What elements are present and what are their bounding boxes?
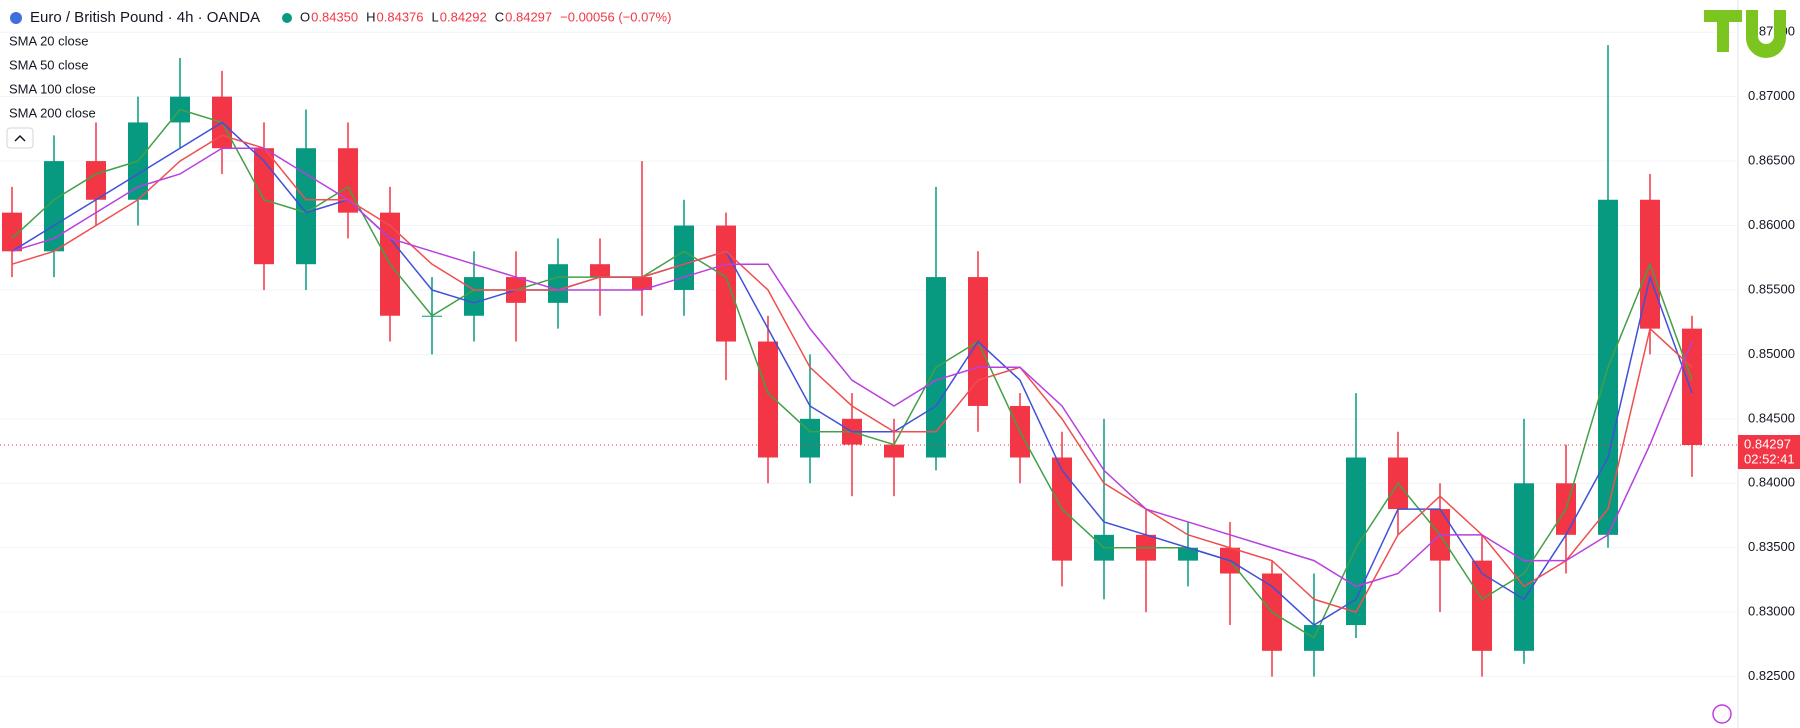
candle-body xyxy=(1472,560,1492,651)
candle-body xyxy=(338,148,358,213)
quote-label: L xyxy=(432,9,439,24)
candle-body xyxy=(758,341,778,458)
symbol-icon xyxy=(10,12,22,24)
quote-value: 0.84350 xyxy=(311,9,358,24)
candle-body xyxy=(590,264,610,278)
collapse-button[interactable] xyxy=(6,127,34,149)
legend-entry: SMA 20 close xyxy=(9,33,89,48)
indicator-legend: SMA 20 close SMA 50 close SMA 100 close SMA… xyxy=(9,33,96,120)
price-badge xyxy=(1738,435,1800,470)
candle-body xyxy=(632,277,652,290)
countdown: 02:52:41 xyxy=(1744,451,1795,466)
symbol-title[interactable]: Euro / British Pound · 4h · OANDA xyxy=(30,9,260,26)
candle-body xyxy=(884,444,904,458)
y-tick-label: 0.82500 xyxy=(1748,668,1795,683)
sma-line xyxy=(11,134,1693,614)
quote-label: O xyxy=(300,9,310,24)
price-axis: 0.82500 0.83000 0.83500 0.84000 0.84500 0.850… xyxy=(1738,24,1800,683)
quote-change: −0.00056 (−0.07%) xyxy=(560,9,671,24)
y-tick-label: 0.84000 xyxy=(1748,475,1795,490)
sma-line xyxy=(11,121,1693,626)
price-badge-label: 0.84297 xyxy=(1744,436,1791,451)
quote-label: H xyxy=(366,9,375,24)
candle-body xyxy=(254,148,274,265)
plot xyxy=(0,45,1738,677)
candle-body xyxy=(464,277,484,316)
y-tick-label: 0.86500 xyxy=(1748,153,1795,168)
legend-entry: SMA 100 close xyxy=(9,81,96,96)
y-tick-label: 0.86000 xyxy=(1748,217,1795,232)
logo-u xyxy=(1746,10,1786,58)
quote-value: 0.84292 xyxy=(440,9,487,24)
y-tick-label: 0.83500 xyxy=(1748,539,1795,554)
y-tick-label: 0.87000 xyxy=(1748,88,1795,103)
candle-body xyxy=(1682,328,1702,446)
legend-entry: SMA 50 close xyxy=(9,57,89,72)
candle-body xyxy=(716,225,736,342)
sma-line xyxy=(11,147,1693,588)
candle-body xyxy=(1514,483,1534,651)
grid xyxy=(0,31,1738,678)
quote-value: 0.84297 xyxy=(505,9,552,24)
logo-stem xyxy=(1717,10,1729,52)
market-status xyxy=(282,13,292,23)
y-tick-label: 0.85000 xyxy=(1748,346,1795,361)
candle-body xyxy=(1178,547,1198,561)
header: Euro / British Pound · 4h · OANDA O 0.843… xyxy=(10,9,671,26)
logo xyxy=(1704,10,1786,58)
quote-label: C xyxy=(495,9,504,24)
collapse-icon xyxy=(14,134,26,142)
y-tick-label: 0.85500 xyxy=(1748,281,1795,296)
flash-icon[interactable] xyxy=(1712,704,1732,724)
y-tick-label: 0.84500 xyxy=(1748,410,1795,425)
quote-value: 0.84376 xyxy=(377,9,424,24)
candle-body xyxy=(800,418,820,458)
candle-body xyxy=(674,225,694,290)
candle-body xyxy=(86,161,106,200)
legend-entry: SMA 200 close xyxy=(9,105,96,120)
candle-body xyxy=(2,212,22,252)
y-tick-label: 0.83000 xyxy=(1748,604,1795,619)
candle-body xyxy=(548,264,568,303)
candle-body xyxy=(296,148,316,265)
